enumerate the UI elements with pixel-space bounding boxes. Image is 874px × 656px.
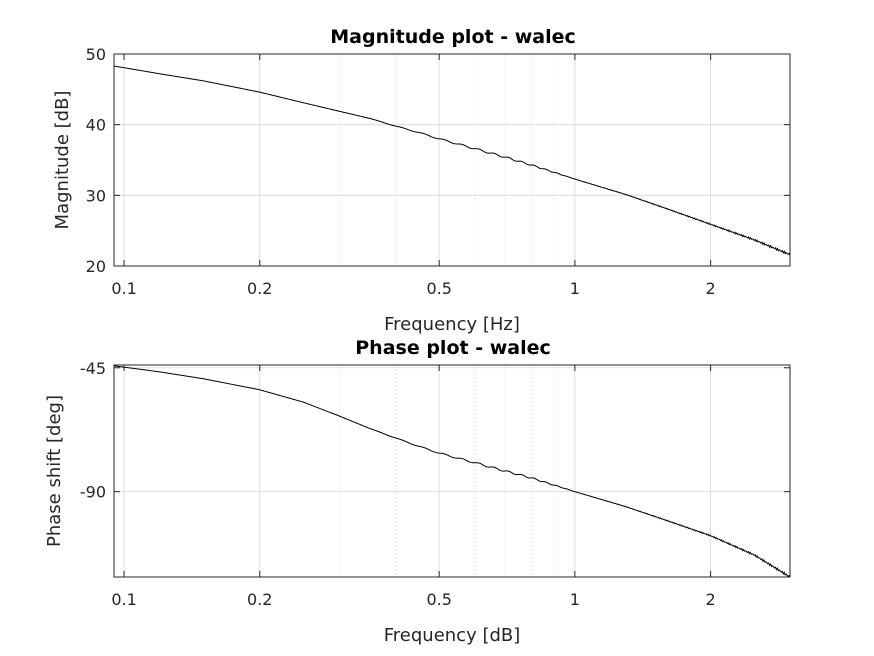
phase-xtick-label: 0.2: [247, 590, 272, 609]
magnitude-frame: [113, 53, 791, 267]
phase-ytick-label: -90: [80, 483, 106, 502]
phase-axes: Phase plot - walec 0.1 0.2 0.5 1 2 -45 -90 Fre…: [44, 337, 791, 646]
magnitude-ytick-label: 40: [86, 116, 106, 135]
phase-ylabel: Phase shift [deg]: [44, 395, 65, 547]
phase-ytick-label: -45: [80, 359, 106, 378]
magnitude-ytick-label: 50: [86, 45, 106, 64]
magnitude-ytick-label: 20: [86, 257, 106, 276]
magnitude-xtick-label: 0.2: [247, 279, 272, 298]
phase-ticks: 0.1 0.2 0.5 1 2 -45 -90: [80, 359, 790, 609]
phase-grid: [114, 365, 790, 577]
phase-xtick-label: 1: [570, 590, 580, 609]
magnitude-title: Magnitude plot - walec: [330, 26, 575, 48]
magnitude-xtick-label: 2: [706, 279, 716, 298]
phase-plot-area: [113, 365, 791, 578]
phase-title: Phase plot - walec: [355, 337, 550, 359]
magnitude-plot-area: [113, 65, 791, 256]
magnitude-ytick-label: 30: [86, 186, 106, 205]
magnitude-series-line: [113, 65, 791, 256]
magnitude-xtick-label: 1: [570, 279, 580, 298]
magnitude-ylabel: Magnitude [dB]: [52, 91, 73, 230]
phase-xtick-label: 0.1: [111, 590, 136, 609]
magnitude-xtick-label: 0.1: [111, 279, 136, 298]
magnitude-grid: [114, 53, 790, 267]
phase-frame: [113, 364, 791, 578]
phase-xlabel: Frequency [dB]: [384, 625, 521, 646]
magnitude-xtick-label: 0.5: [426, 279, 451, 298]
phase-xtick-label: 0.5: [426, 590, 451, 609]
phase-xtick-label: 2: [706, 590, 716, 609]
magnitude-axes: Magnitude plot - walec 0.1 0.2 0.5 1 2 20 30 40…: [52, 26, 791, 335]
magnitude-ticks: 0.1 0.2 0.5 1 2 20 30 40 50: [86, 45, 790, 298]
phase-series-line: [113, 365, 791, 578]
magnitude-xlabel: Frequency [Hz]: [384, 314, 520, 335]
